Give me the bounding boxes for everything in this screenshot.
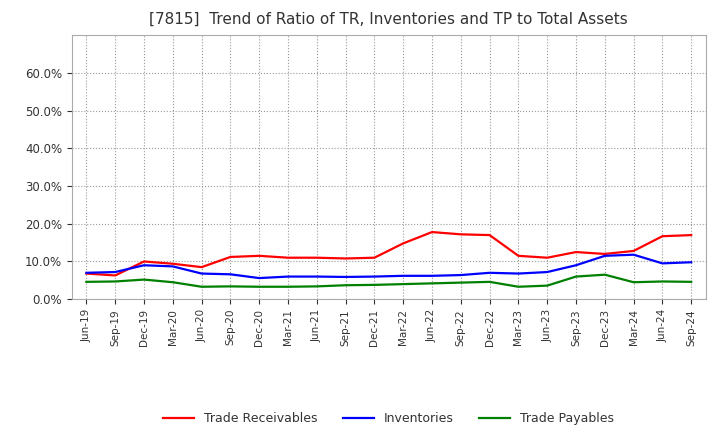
Trade Receivables [543, 255, 552, 260]
Inventories [600, 253, 609, 258]
Line: Inventories: Inventories [86, 255, 691, 278]
Trade Payables [687, 279, 696, 285]
Inventories [370, 274, 379, 279]
Inventories [341, 274, 350, 279]
Trade Receivables [82, 271, 91, 276]
Trade Payables [456, 280, 465, 285]
Trade Receivables [629, 248, 638, 253]
Trade Receivables [370, 255, 379, 260]
Inventories [284, 274, 292, 279]
Trade Receivables [485, 232, 494, 238]
Trade Receivables [140, 259, 148, 264]
Inventories [226, 271, 235, 277]
Trade Payables [485, 279, 494, 285]
Trade Receivables [399, 241, 408, 246]
Legend: Trade Receivables, Inventories, Trade Payables: Trade Receivables, Inventories, Trade Pa… [158, 407, 619, 430]
Trade Payables [341, 282, 350, 288]
Inventories [428, 273, 436, 279]
Inventories [111, 269, 120, 275]
Trade Payables [629, 279, 638, 285]
Trade Payables [514, 284, 523, 290]
Trade Payables [658, 279, 667, 284]
Inventories [197, 271, 206, 276]
Trade Receivables [197, 264, 206, 270]
Trade Receivables [687, 232, 696, 238]
Trade Receivables [600, 251, 609, 257]
Inventories [658, 261, 667, 266]
Inventories [399, 273, 408, 279]
Trade Receivables [255, 253, 264, 258]
Trade Receivables [341, 256, 350, 261]
Trade Payables [312, 284, 321, 289]
Line: Trade Payables: Trade Payables [86, 275, 691, 287]
Trade Payables [428, 281, 436, 286]
Trade Payables [370, 282, 379, 287]
Trade Payables [543, 283, 552, 288]
Trade Payables [197, 284, 206, 290]
Trade Payables [572, 274, 580, 279]
Trade Payables [399, 282, 408, 287]
Inventories [485, 270, 494, 275]
Inventories [514, 271, 523, 276]
Trade Receivables [312, 255, 321, 260]
Trade Payables [111, 279, 120, 284]
Inventories [629, 252, 638, 257]
Trade Receivables [428, 229, 436, 235]
Trade Receivables [168, 261, 177, 266]
Inventories [543, 269, 552, 275]
Trade Receivables [284, 255, 292, 260]
Trade Payables [140, 277, 148, 282]
Trade Receivables [111, 273, 120, 278]
Inventories [168, 264, 177, 269]
Inventories [687, 260, 696, 265]
Inventories [312, 274, 321, 279]
Trade Payables [600, 272, 609, 277]
Trade Receivables [514, 253, 523, 258]
Line: Trade Receivables: Trade Receivables [86, 232, 691, 275]
Trade Payables [284, 284, 292, 290]
Inventories [456, 272, 465, 278]
Trade Receivables [456, 232, 465, 237]
Inventories [572, 263, 580, 268]
Trade Payables [255, 284, 264, 290]
Trade Receivables [226, 254, 235, 260]
Title: [7815]  Trend of Ratio of TR, Inventories and TP to Total Assets: [7815] Trend of Ratio of TR, Inventories… [150, 12, 628, 27]
Trade Receivables [658, 234, 667, 239]
Inventories [255, 275, 264, 281]
Trade Payables [168, 279, 177, 285]
Trade Receivables [572, 249, 580, 255]
Inventories [82, 270, 91, 275]
Inventories [140, 263, 148, 268]
Trade Payables [82, 279, 91, 285]
Trade Payables [226, 284, 235, 289]
